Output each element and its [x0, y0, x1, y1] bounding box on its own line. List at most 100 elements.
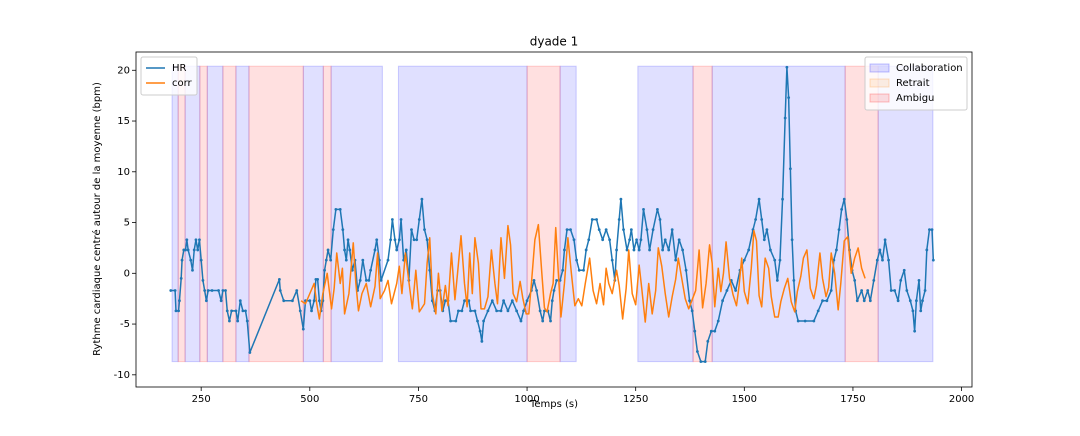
data-point — [619, 197, 623, 201]
data-point — [210, 289, 214, 292]
y-tick-label: 10 — [117, 167, 130, 178]
data-point — [404, 248, 408, 252]
data-point — [198, 238, 201, 242]
legend-swatch — [869, 93, 890, 103]
data-point — [913, 329, 917, 333]
data-point — [785, 65, 789, 69]
data-point — [866, 289, 870, 292]
span — [559, 65, 577, 363]
legend-swatch — [869, 78, 890, 88]
data-point — [872, 279, 876, 282]
data-point — [584, 248, 588, 252]
plot-layer — [169, 65, 935, 364]
data-point — [186, 248, 190, 252]
data-point — [725, 289, 729, 292]
data-point — [180, 258, 184, 262]
chart-title: dyade 1 — [530, 35, 579, 49]
data-point — [308, 299, 312, 303]
data-point — [535, 289, 539, 292]
data-point — [443, 299, 447, 303]
span — [235, 65, 250, 363]
data-point — [343, 248, 346, 252]
x-tick-label: 1000 — [514, 394, 539, 405]
legend-box — [864, 56, 968, 111]
data-point — [921, 299, 924, 303]
data-point — [651, 228, 655, 232]
data-point — [803, 319, 807, 323]
data-point — [734, 289, 738, 292]
x-tick-label: 500 — [300, 394, 319, 405]
data-point — [835, 248, 838, 252]
data-point — [410, 228, 413, 232]
data-point — [169, 289, 173, 292]
data-point — [893, 289, 897, 292]
x-tick-label: 1250 — [623, 394, 648, 405]
data-point — [478, 329, 482, 333]
data-point — [361, 258, 365, 262]
data-point — [541, 319, 545, 323]
data-point — [379, 279, 383, 282]
data-point — [911, 309, 915, 313]
data-point — [173, 289, 177, 292]
data-point — [787, 96, 791, 100]
span — [222, 65, 237, 363]
data-point — [887, 258, 890, 262]
data-point — [713, 329, 717, 333]
data-point — [577, 268, 581, 272]
data-point — [837, 228, 841, 232]
data-point — [179, 276, 183, 280]
data-point — [420, 197, 424, 201]
data-point — [525, 299, 529, 303]
x-axis-label: Temps (s) — [529, 399, 578, 410]
data-point — [191, 268, 194, 272]
data-point — [670, 228, 674, 232]
span — [330, 65, 383, 363]
axes-frame — [135, 51, 973, 388]
data-point — [608, 238, 612, 242]
data-point — [914, 299, 918, 303]
data-point — [331, 228, 335, 232]
data-point — [234, 309, 238, 313]
legend-label: Retrait — [896, 78, 930, 89]
data-point — [454, 319, 458, 323]
data-point — [572, 238, 576, 242]
data-point — [656, 207, 659, 211]
data-point — [317, 299, 321, 303]
span — [844, 65, 879, 363]
data-point — [788, 167, 792, 171]
data-point — [555, 279, 559, 282]
data-point — [177, 309, 180, 313]
data-point — [367, 279, 371, 282]
data-point — [228, 319, 231, 323]
span — [184, 65, 201, 363]
data-point — [241, 309, 245, 313]
data-point — [217, 289, 220, 292]
data-point — [925, 248, 929, 252]
y-tick-label: 15 — [117, 116, 130, 127]
data-point — [661, 248, 665, 252]
data-point — [632, 248, 636, 252]
data-point — [565, 228, 569, 232]
data-point — [693, 329, 697, 333]
data-point — [329, 258, 333, 262]
data-point — [463, 299, 466, 303]
data-point — [248, 351, 252, 354]
data-point — [428, 268, 432, 272]
data-point — [930, 228, 934, 232]
data-point — [601, 238, 605, 242]
data-point — [688, 299, 691, 303]
data-point — [393, 238, 397, 242]
data-point — [522, 309, 525, 313]
data-point — [829, 289, 833, 292]
data-point — [423, 228, 426, 232]
span — [177, 65, 186, 363]
y-tick-label: -10 — [114, 370, 130, 381]
data-point — [637, 248, 641, 252]
data-point — [499, 309, 503, 313]
data-point — [236, 319, 240, 323]
data-point — [639, 238, 643, 242]
data-point — [695, 350, 699, 353]
data-point — [919, 309, 923, 313]
span — [322, 65, 332, 363]
